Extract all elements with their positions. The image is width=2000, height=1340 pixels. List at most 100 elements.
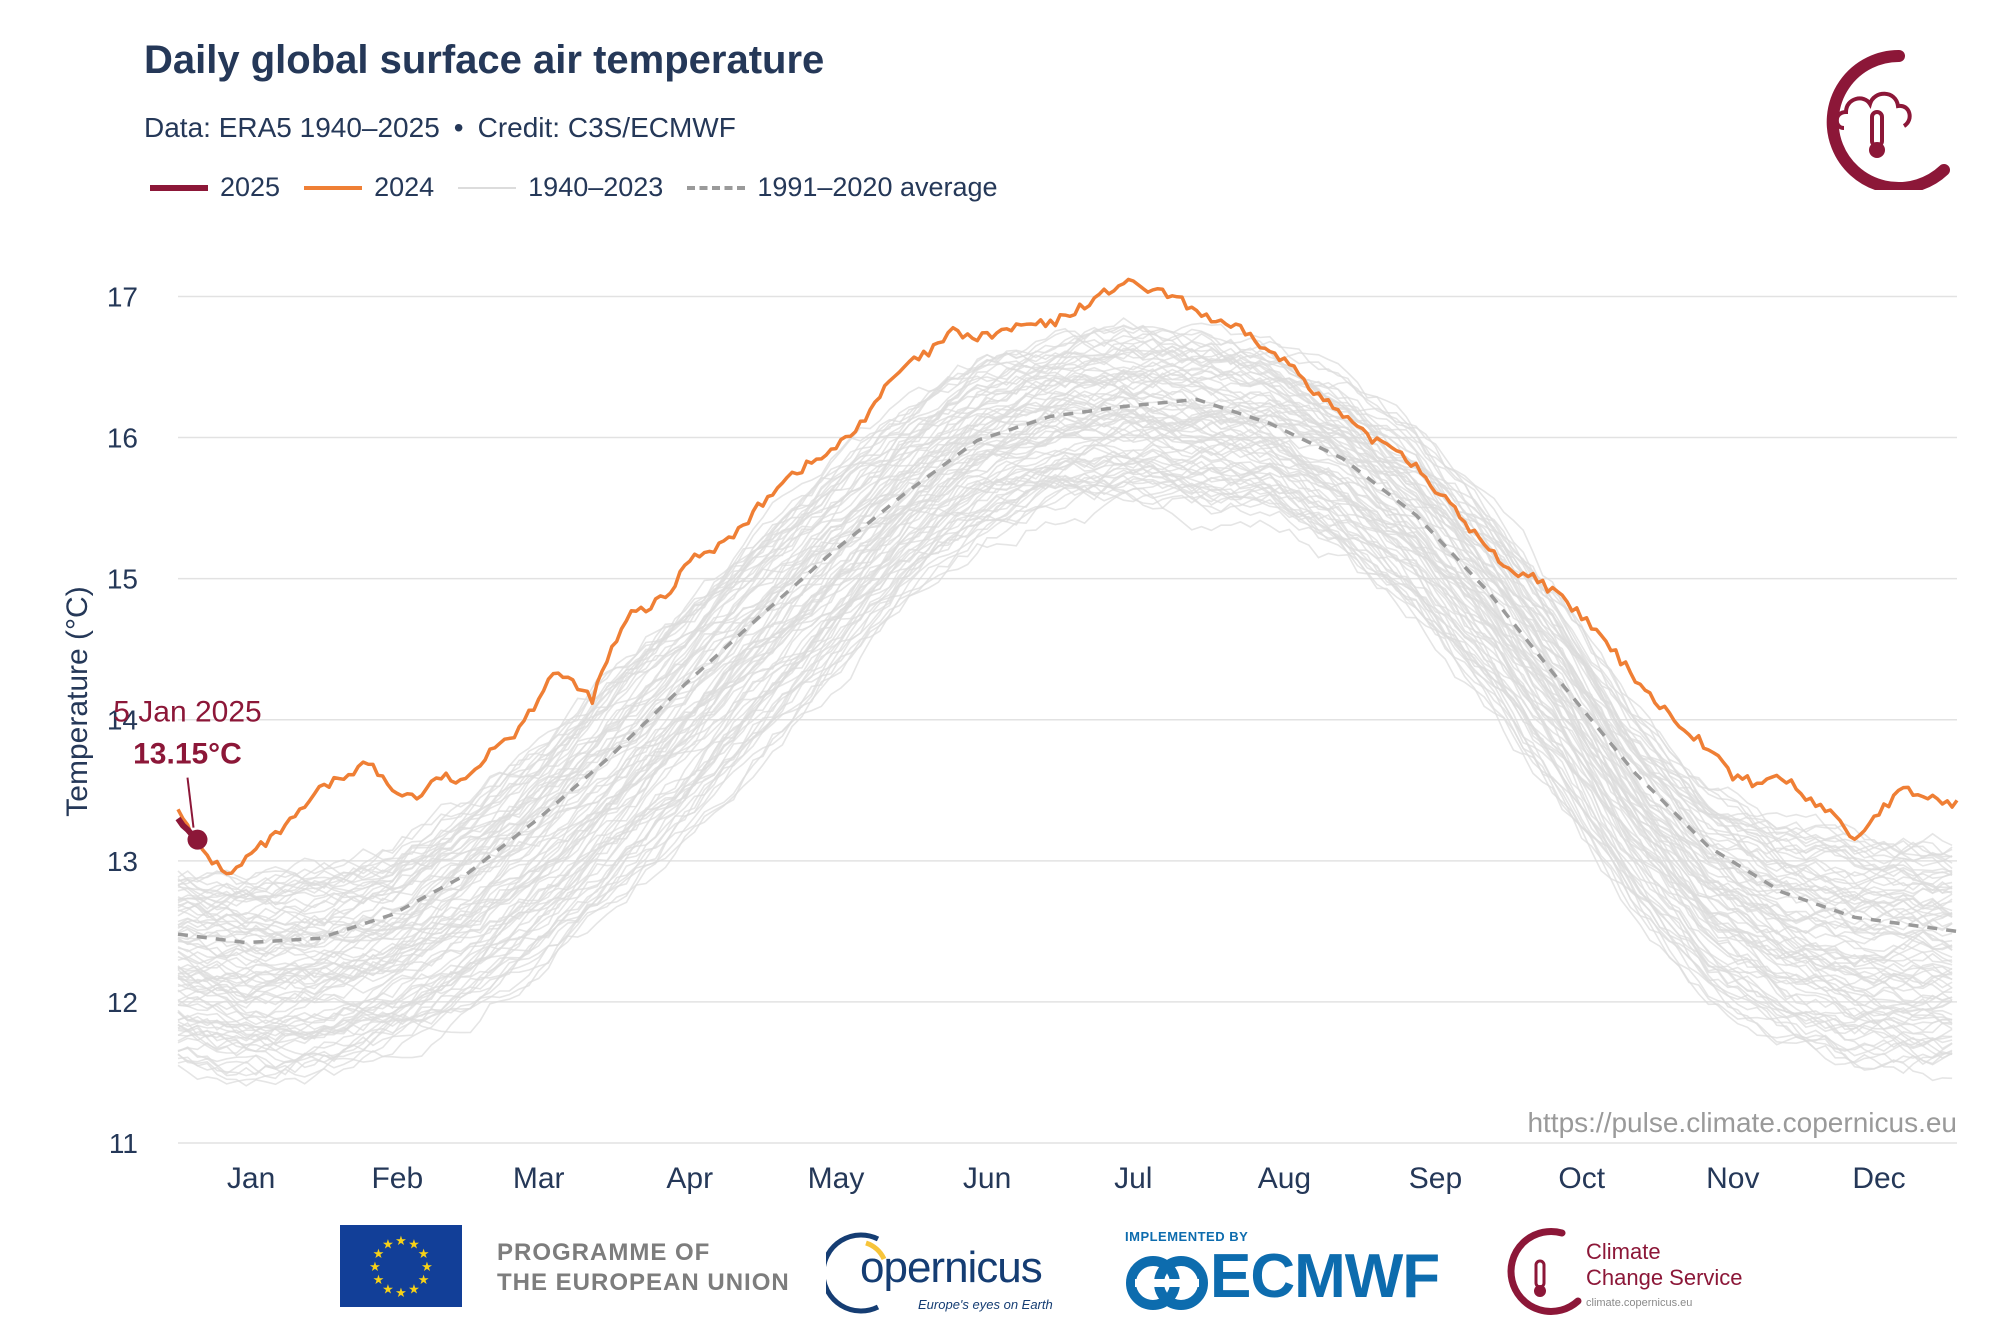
eu-star: ★	[395, 1285, 407, 1300]
watermark-url: https://pulse.climate.copernicus.eu	[1527, 1107, 1957, 1138]
footer-logos: ★ ★ ★ ★ ★ ★ ★ ★ ★ ★ ★ ★ PROGRAMME OF THE EUROPEAN U…	[0, 1225, 2000, 1325]
eu-star: ★	[369, 1259, 381, 1274]
x-tick-label-apr: Apr	[666, 1162, 713, 1195]
historical-year-line	[177, 448, 1953, 1050]
historical-year-line	[177, 368, 1953, 948]
y-tick-label: 16	[107, 423, 138, 454]
ccs-url: climate.copernicus.eu	[1586, 1297, 1693, 1309]
x-tick-label-oct: Oct	[1558, 1162, 1605, 1195]
x-tick-label-dec: Dec	[1852, 1162, 1905, 1195]
legend-label-historical: 1940–2023	[528, 172, 664, 202]
legend-label-average: 1991–2020 average	[757, 172, 998, 202]
ccs-line-2: Change Service	[1586, 1265, 1743, 1290]
ecmwf-logo-icon	[1126, 1256, 1208, 1310]
grid-layer	[178, 295, 1957, 1144]
eu-star: ★	[382, 1282, 394, 1297]
chart-title: Daily global surface air temperature	[144, 38, 825, 82]
y-tick-label: 11	[109, 1128, 138, 1159]
copernicus-logo-icon	[826, 1232, 886, 1314]
chart-subtitle: Data: ERA5 1940–2025 • Credit: C3S/ECMWF	[144, 112, 736, 144]
ccs-logo-icon	[1507, 1227, 1582, 1315]
historical-year-line	[177, 485, 1953, 1069]
temperature-chart: 11 12 13 14 15 16 17 Jan Feb Mar Apr May Jun Jul Aug Se…	[61, 277, 1959, 1195]
ccs-wordmark: Climate Change Service	[1586, 1239, 1743, 1291]
historical-lines	[177, 317, 1953, 1087]
eu-flag-icon: ★ ★ ★ ★ ★ ★ ★ ★ ★ ★ ★ ★	[340, 1225, 462, 1307]
historical-year-line	[177, 468, 1953, 1048]
legend-item-average[interactable]: 1991–2020 average	[687, 172, 998, 203]
data-source: Data: ERA5 1940–2025	[144, 112, 440, 143]
historical-year-line	[177, 381, 1953, 947]
historical-year-line	[177, 331, 1953, 904]
eu-line-1: PROGRAMME OF	[497, 1239, 711, 1266]
historical-year-line	[177, 459, 1953, 1034]
historical-year-line	[177, 368, 1953, 942]
historical-year-line	[177, 445, 1953, 1021]
ecmwf-wordmark: ECMWF	[1210, 1242, 1440, 1311]
historical-year-line	[177, 324, 1953, 896]
eu-star: ★	[382, 1236, 394, 1251]
annotation-value: 13.15°C	[133, 738, 242, 771]
historical-year-line	[177, 326, 1953, 886]
annotation-date: 5 Jan 2025	[113, 696, 261, 729]
ccs-line-1: Climate	[1586, 1239, 1661, 1264]
credit: Credit: C3S/ECMWF	[477, 112, 736, 143]
legend: 2025 2024 1940–2023 1991–2020 average	[150, 172, 1022, 203]
annotation-layer: 5 Jan 2025 13.15°C	[113, 696, 262, 850]
historical-year-line	[177, 428, 1953, 1034]
legend-swatch-historical	[458, 186, 517, 189]
historical-year-line	[177, 384, 1953, 963]
historical-year-line	[177, 419, 1953, 1006]
historical-year-line	[177, 424, 1953, 988]
historical-year-line	[177, 345, 1953, 916]
eu-star: ★	[373, 1272, 385, 1287]
eu-star: ★	[395, 1233, 407, 1248]
y-tick-label: 14	[107, 705, 138, 736]
x-tick-label-aug: Aug	[1258, 1162, 1311, 1195]
implemented-by-text: IMPLEMENTED BY	[1125, 1229, 1249, 1244]
historical-year-line	[177, 417, 1953, 1005]
historical-year-line	[177, 395, 1953, 964]
y-tick-label: 13	[107, 846, 138, 877]
historical-year-line	[177, 455, 1953, 1041]
eu-star: ★	[408, 1282, 420, 1297]
historical-year-line	[177, 371, 1953, 947]
eu-star: ★	[373, 1246, 385, 1261]
historical-year-line	[178, 442, 1953, 1030]
eu-star: ★	[408, 1236, 420, 1251]
y-tick-label: 15	[107, 564, 138, 595]
historical-year-line	[177, 327, 1953, 890]
eu-star: ★	[421, 1259, 433, 1274]
eu-line-2: THE EUROPEAN UNION	[497, 1269, 790, 1296]
y-tick-label: 12	[107, 987, 138, 1018]
x-tick-label-mar: Mar	[513, 1162, 565, 1195]
legend-item-historical[interactable]: 1940–2023	[458, 172, 663, 203]
historical-year-line	[177, 374, 1953, 965]
annotation-leader	[186, 777, 195, 828]
legend-swatch-2025	[150, 184, 208, 191]
legend-item-2025[interactable]: 2025	[150, 172, 280, 203]
legend-label-2024: 2024	[374, 172, 435, 202]
x-tick-label-feb: Feb	[371, 1162, 423, 1195]
historical-year-line	[177, 360, 1953, 938]
legend-label-2025: 2025	[220, 172, 281, 202]
x-tick-label-nov: Nov	[1706, 1162, 1759, 1195]
historical-year-line	[177, 454, 1953, 1035]
historical-year-line	[177, 338, 1953, 904]
legend-swatch-2024	[304, 185, 363, 190]
eu-programme-text: PROGRAMME OF THE EUROPEAN UNION	[497, 1238, 790, 1298]
historical-year-line	[177, 404, 1953, 993]
x-tick-label-jul: Jul	[1114, 1162, 1152, 1195]
copernicus-tagline: Europe's eyes on Earth	[918, 1297, 1053, 1312]
series-line-1991-2020-average	[177, 397, 1958, 945]
c3s-logo-icon	[1826, 50, 1950, 190]
legend-item-2024[interactable]: 2024	[304, 172, 434, 203]
historical-year-line	[177, 449, 1953, 1041]
subtitle-separator: •	[453, 112, 464, 143]
x-tick-label-jun: Jun	[963, 1162, 1011, 1195]
legend-swatch-average	[687, 185, 746, 190]
copernicus-wordmark: opernicus	[860, 1243, 1043, 1292]
historical-year-line	[177, 407, 1953, 982]
x-tick-label-sep: Sep	[1409, 1162, 1462, 1195]
axis-layer: 11 12 13 14 15 16 17 Jan Feb Mar Apr May Jun Jul Aug Se…	[61, 281, 1906, 1195]
